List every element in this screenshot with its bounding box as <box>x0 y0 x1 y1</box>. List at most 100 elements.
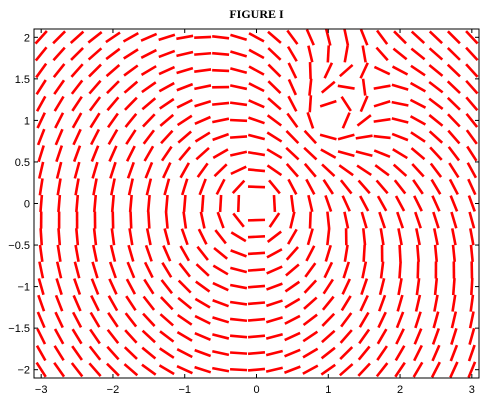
field-dash-4-0 <box>106 362 120 377</box>
field-dash-6-8 <box>145 228 152 246</box>
field-dash-18-19 <box>361 45 367 63</box>
field-dash-16-5 <box>322 278 334 295</box>
field-dash-17-19 <box>343 45 349 63</box>
field-dash-12-15 <box>248 116 265 125</box>
field-dash-5-7 <box>127 244 135 262</box>
field-dash-1-18 <box>52 63 66 79</box>
field-dash-23-4 <box>451 294 457 312</box>
field-dash-2-18 <box>70 63 84 78</box>
field-dash-23-0 <box>449 361 459 378</box>
field-dash-13-5 <box>266 282 283 291</box>
field-dash-23-12 <box>448 162 460 179</box>
field-dash-5-5 <box>125 278 137 295</box>
field-dash-24-17 <box>465 79 479 95</box>
y-tick-label-0: −2 <box>17 365 30 377</box>
field-dash-4-19 <box>105 47 121 61</box>
field-dash-15-7 <box>305 245 316 262</box>
field-dash-8-4 <box>177 296 193 310</box>
field-dash-22-1 <box>431 344 441 362</box>
field-dash-2-12 <box>73 161 81 179</box>
field-dash-18-15 <box>356 114 372 127</box>
field-dash-12-9 <box>247 218 266 222</box>
field-dash-23-13 <box>447 146 461 162</box>
field-dash-21-20 <box>410 30 426 45</box>
y-tick-label-8: 2 <box>24 32 30 44</box>
field-dash-23-16 <box>446 96 461 111</box>
field-dash-6-9 <box>147 211 151 229</box>
chart-title: FIGURE I <box>229 7 284 21</box>
field-dash-12-3 <box>247 317 266 322</box>
field-dash-11-10 <box>236 194 241 213</box>
field-dash-7-2 <box>159 330 175 343</box>
field-dash-0-13 <box>37 145 45 163</box>
field-dash-0-2 <box>36 328 47 345</box>
field-dash-13-7 <box>266 248 283 259</box>
field-dash-14-19 <box>286 45 298 62</box>
field-dash-7-19 <box>158 49 176 59</box>
field-dash-19-17 <box>373 84 391 90</box>
field-dash-18-11 <box>357 179 371 195</box>
field-dash-17-4 <box>340 295 352 312</box>
field-dash-13-12 <box>266 164 283 177</box>
x-tick-label-6: 3 <box>469 384 475 396</box>
field-dash-21-5 <box>415 277 421 296</box>
field-dash-19-16 <box>373 100 391 108</box>
field-dash-9-6 <box>195 263 210 277</box>
field-dash-18-3 <box>358 311 370 328</box>
field-dash-15-9 <box>308 211 312 229</box>
field-dash-11-11 <box>231 179 246 194</box>
field-dash-11-20 <box>230 33 248 42</box>
field-dash-12-19 <box>248 48 265 60</box>
field-dash-22-17 <box>428 80 444 94</box>
field-dash-20-13 <box>392 148 408 160</box>
field-dash-22-11 <box>430 178 442 195</box>
field-dash-0-14 <box>36 128 46 146</box>
field-dash-23-9 <box>450 211 458 229</box>
field-dash-23-1 <box>449 344 459 362</box>
field-dash-9-20 <box>194 35 212 39</box>
field-dash-10-3 <box>212 316 230 324</box>
field-dash-11-1 <box>229 351 248 355</box>
field-dash-19-15 <box>373 117 391 123</box>
field-dash-13-18 <box>267 63 282 78</box>
field-dash-8-20 <box>176 34 194 41</box>
field-dash-9-19 <box>194 51 212 56</box>
x-tick-label-4: 1 <box>325 384 331 396</box>
field-dash-14-11 <box>287 178 298 196</box>
field-dash-22-15 <box>428 114 444 127</box>
field-dash-19-9 <box>378 211 387 229</box>
field-dash-16-4 <box>321 295 335 311</box>
field-dash-2-20 <box>69 30 85 44</box>
field-dash-20-6 <box>398 261 402 279</box>
field-dash-20-17 <box>391 83 409 91</box>
field-dash-24-4 <box>469 294 475 312</box>
field-dash-1-7 <box>56 244 62 262</box>
field-dash-2-11 <box>74 178 80 196</box>
field-dash-16-2 <box>321 329 336 344</box>
field-dash-17-12 <box>338 164 354 177</box>
field-dash-17-13 <box>337 150 355 158</box>
field-dash-12-11 <box>247 185 266 189</box>
field-dash-1-8 <box>57 228 62 246</box>
field-dash-1-16 <box>53 95 65 112</box>
field-dash-0-17 <box>35 79 47 96</box>
field-dash-18-6 <box>361 261 368 279</box>
field-dash-3-5 <box>90 278 100 295</box>
field-dash-14-8 <box>286 228 298 245</box>
field-dash-22-4 <box>433 294 439 312</box>
field-dash-17-10 <box>341 195 351 212</box>
field-dash-4-13 <box>108 145 118 162</box>
field-dash-5-17 <box>123 80 139 94</box>
field-dash-0-19 <box>34 46 48 62</box>
y-tick-label-6: 1 <box>24 115 30 127</box>
field-dash-23-15 <box>447 113 461 128</box>
field-dash-20-10 <box>394 195 406 212</box>
field-dash-14-2 <box>284 331 301 342</box>
field-dash-19-1 <box>376 345 388 361</box>
field-dash-12-14 <box>247 133 266 141</box>
field-dash-24-2 <box>468 327 476 345</box>
field-dash-7-20 <box>158 33 176 42</box>
field-dash-21-17 <box>409 81 427 93</box>
field-dash-7-17 <box>158 81 175 93</box>
field-dash-21-15 <box>409 115 427 126</box>
